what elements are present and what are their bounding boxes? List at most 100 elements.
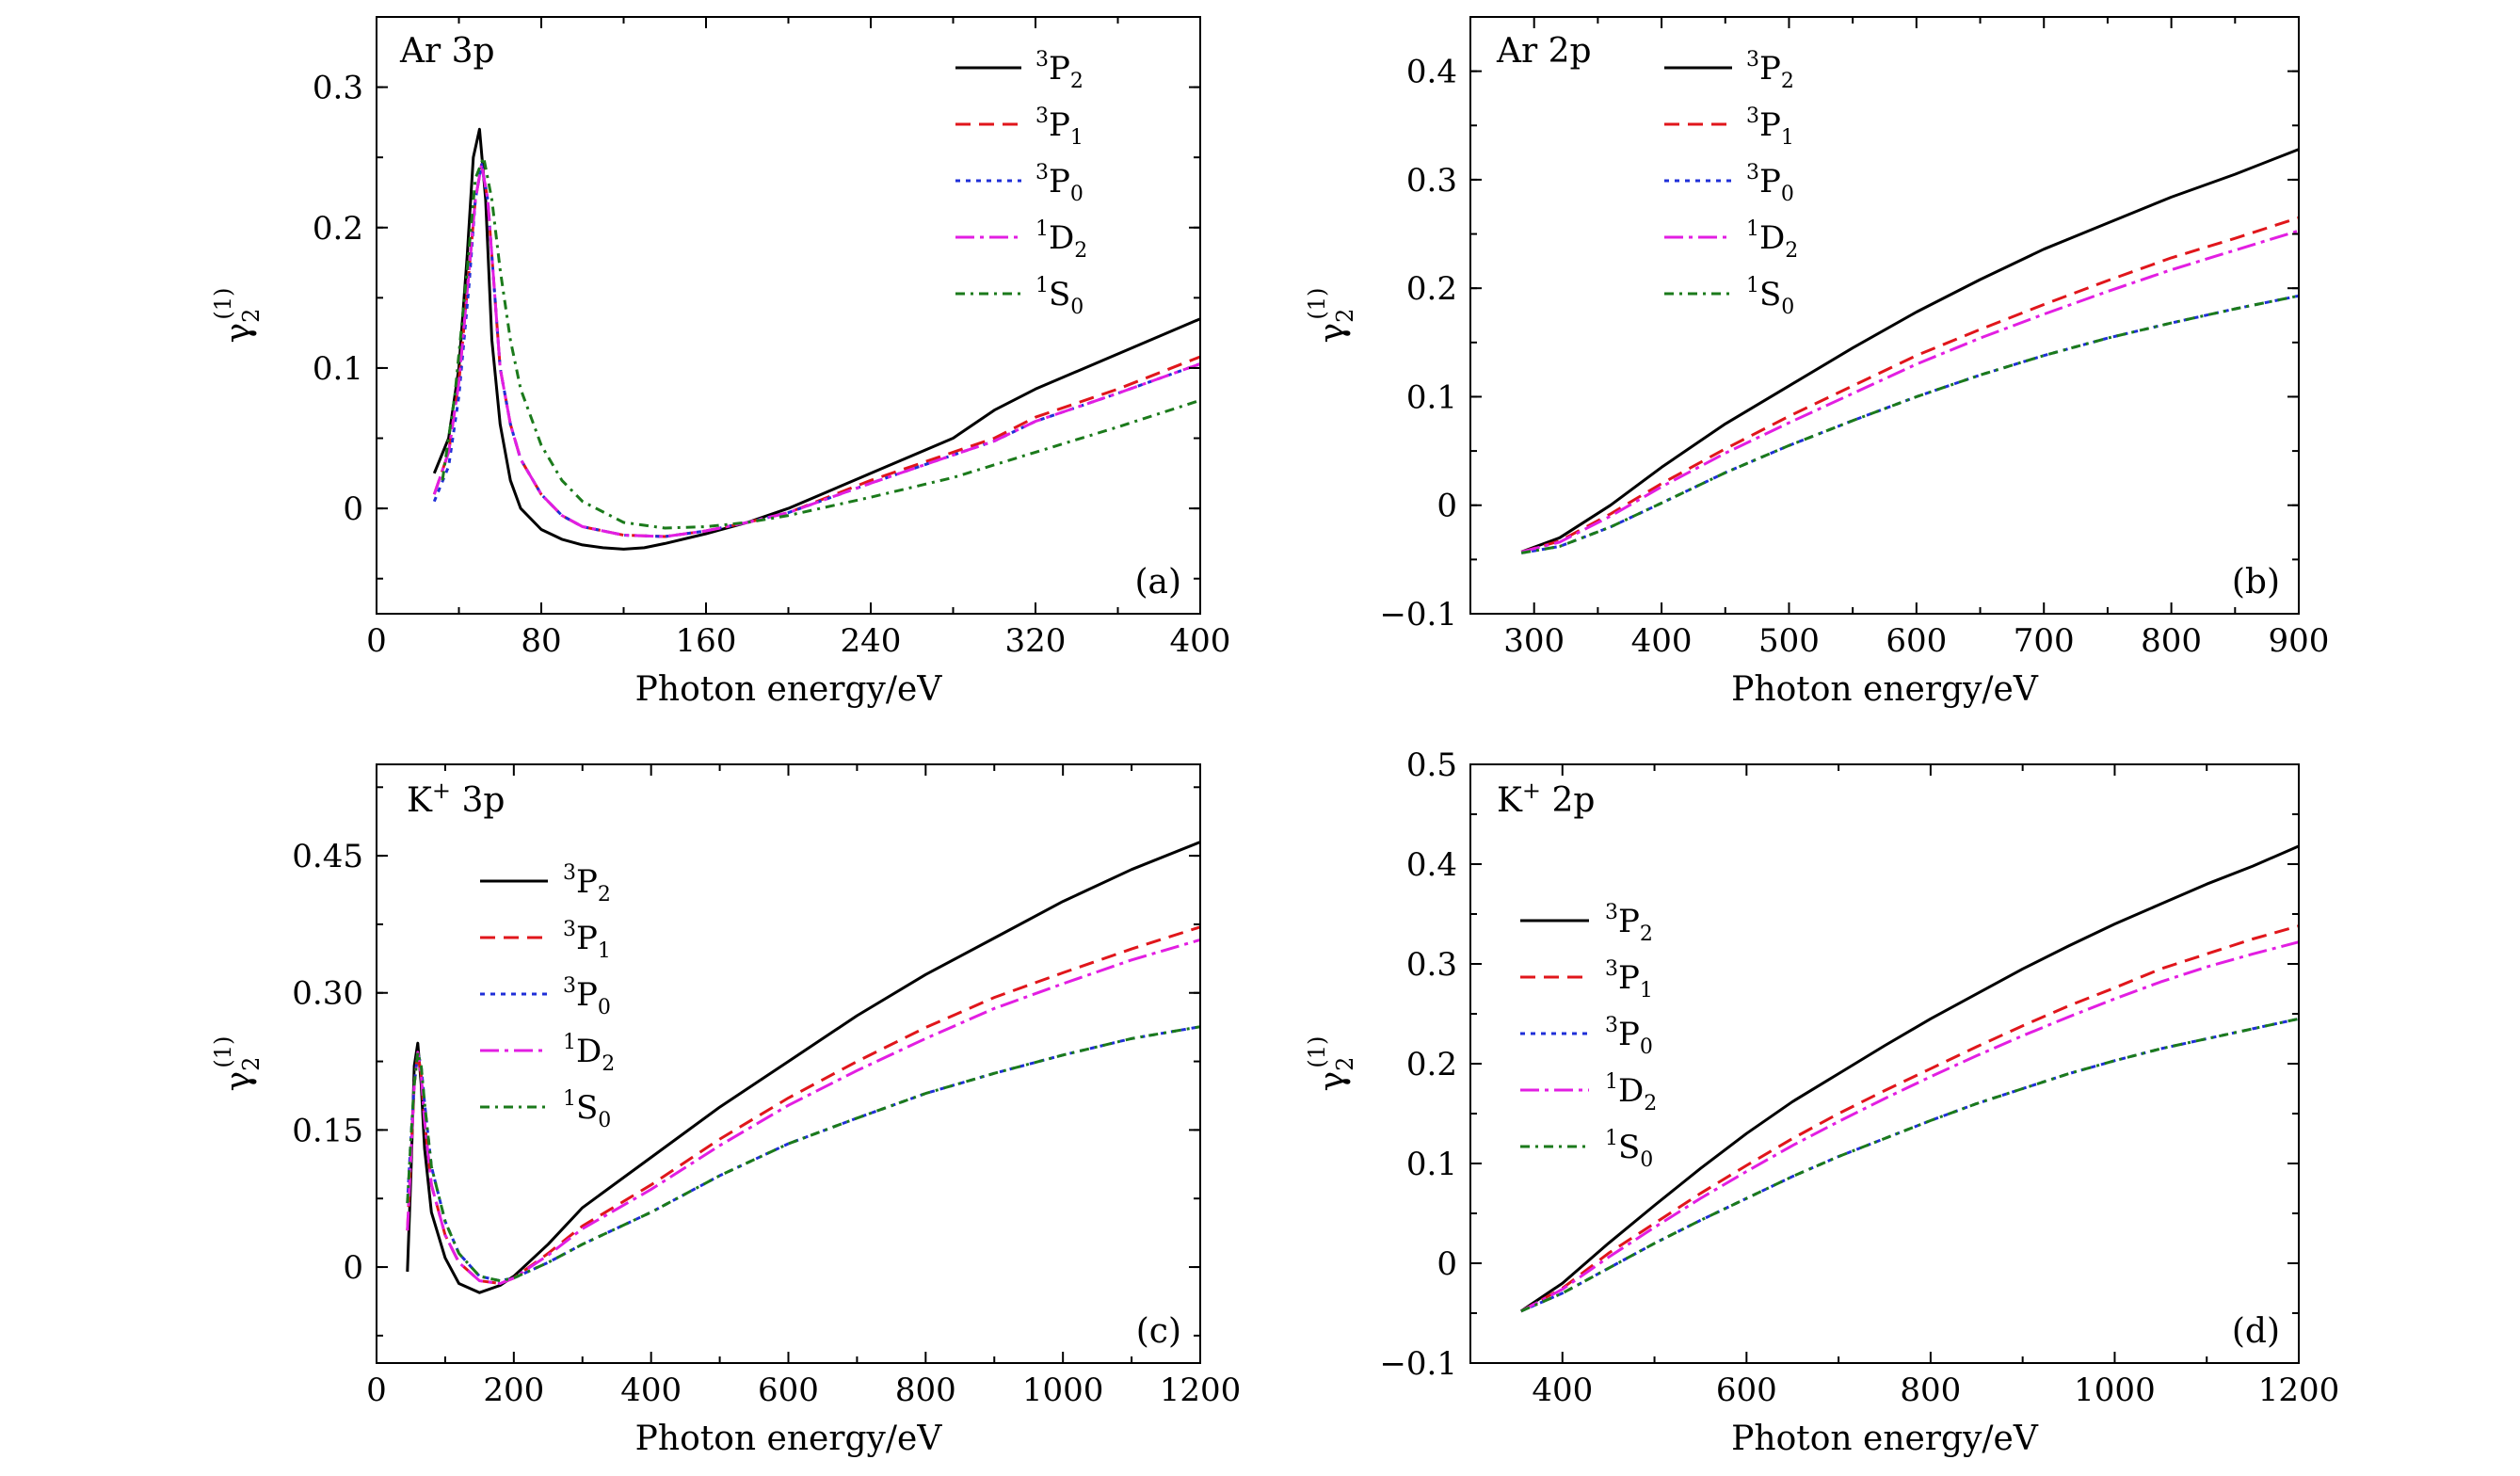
x-axis-label: Photon energy/eV — [635, 1420, 943, 1458]
series-line-3P1 — [406, 925, 1200, 1285]
series-group — [432, 127, 1200, 551]
legend: 3P2 3P1 3P0 1D2 1S0 — [480, 861, 615, 1132]
series-line-1D2 — [1520, 229, 2299, 554]
panel-d: 400 600 800 1000 1200 −0.1 0 0.1 0.2 0.3 0.4 0.5 Pho… — [1304, 746, 2339, 1458]
series-line-1S0 — [1520, 294, 2299, 554]
x-tick-label: 700 — [2014, 622, 2075, 660]
x-tick-label: 400 — [1532, 1372, 1593, 1409]
series-line-3P0 — [406, 1025, 1200, 1283]
plot-frame — [1469, 16, 2300, 615]
legend-label-1D2: 1D2 — [1746, 217, 1798, 263]
series-line-3P1 — [432, 163, 1200, 538]
legend-label-3P2: 3P2 — [1605, 901, 1653, 946]
y-tick-label: 0 — [343, 1249, 363, 1287]
x-tick-label: 0 — [366, 622, 387, 660]
x-tick-label: 300 — [1503, 622, 1565, 660]
x-axis-label: Photon energy/eV — [635, 670, 943, 709]
series-group — [1520, 148, 2299, 554]
y-tick-label: 0.1 — [313, 350, 363, 388]
x-tick-label: 160 — [676, 622, 737, 660]
y-axis-label: γ2(1) — [210, 288, 265, 344]
series-line-1D2 — [406, 938, 1200, 1285]
x-tick-label: 800 — [1900, 1372, 1961, 1409]
legend-label-3P0: 3P0 — [1035, 161, 1083, 206]
series-line-3P1 — [1520, 924, 2299, 1313]
legend-label-1D2: 1D2 — [1605, 1070, 1657, 1115]
y-tick-label: 0 — [1437, 1245, 1457, 1283]
x-tick-label: 400 — [620, 1372, 682, 1409]
legend-label-3P1: 3P1 — [1035, 104, 1083, 150]
x-tick-label: 1200 — [2258, 1372, 2340, 1409]
legend-label-1D2: 1D2 — [563, 1031, 615, 1076]
y-tick-label: 0.15 — [292, 1112, 363, 1149]
panel-c: 0 200 400 600 800 1000 1200 0 0.15 0.30 0.45 Photon… — [210, 763, 1242, 1458]
legend-label-3P0: 3P0 — [1746, 161, 1794, 206]
x-tick-label: 600 — [1886, 622, 1947, 660]
y-axis-label: γ2(1) — [1304, 1036, 1358, 1092]
legend-label-1S0: 1S0 — [1605, 1127, 1653, 1172]
x-tick-label: 1200 — [1160, 1372, 1242, 1409]
plot-frame — [1469, 763, 2300, 1364]
series-line-1S0 — [441, 155, 1200, 530]
x-tick-label: 500 — [1758, 622, 1820, 660]
y-tick-label: 0.4 — [1406, 54, 1457, 91]
x-tick-label: 1000 — [1022, 1372, 1104, 1409]
x-tick-label: 900 — [2269, 622, 2330, 660]
series-line-1S0 — [406, 1025, 1200, 1283]
legend-label-1D2: 1D2 — [1035, 217, 1087, 263]
y-tick-label: 0.3 — [1406, 946, 1457, 984]
legend-label-3P0: 3P0 — [563, 974, 611, 1019]
x-tick-label: 320 — [1005, 622, 1067, 660]
y-tick-label: 0.1 — [1406, 1146, 1457, 1183]
panel-letter: (a) — [1134, 563, 1181, 602]
x-tick-label: 1000 — [2074, 1372, 2156, 1409]
legend: 3P2 3P1 3P0 1D2 1S0 — [1664, 48, 1798, 319]
panel-letter: (d) — [2232, 1312, 2280, 1351]
series-line-1S0 — [1520, 1017, 2299, 1313]
x-tick-label: 800 — [895, 1372, 956, 1409]
y-tick-label: 0.3 — [313, 70, 363, 107]
y-tick-label: 0.2 — [1406, 270, 1457, 308]
panel-tag: K+ 2p — [1497, 778, 1595, 820]
y-tick-label: 0.5 — [1406, 746, 1457, 784]
x-axis-label: Photon energy/eV — [1731, 1420, 2039, 1458]
y-tick-label: −0.1 — [1379, 1345, 1457, 1383]
y-tick-label: 0.45 — [292, 838, 363, 875]
x-tick-label: 200 — [483, 1372, 544, 1409]
y-tick-label: 0.3 — [1406, 162, 1457, 200]
legend-label-1S0: 1S0 — [563, 1087, 611, 1132]
panel-tag: Ar 2p — [1496, 32, 1592, 71]
x-tick-label: 600 — [1716, 1372, 1777, 1409]
panel-tag: Ar 3p — [399, 32, 495, 71]
y-axis-label: γ2(1) — [210, 1036, 265, 1092]
series-line-3P1 — [1520, 216, 2299, 554]
legend-label-3P2: 3P2 — [563, 861, 611, 906]
x-tick-label: 800 — [2141, 622, 2202, 660]
x-tick-label: 240 — [841, 622, 902, 660]
x-tick-label: 400 — [1631, 622, 1693, 660]
panel-letter: (b) — [2232, 563, 2280, 602]
x-tick-label: 600 — [758, 1372, 819, 1409]
legend: 3P2 3P1 3P0 1D2 1S0 — [1520, 901, 1657, 1172]
panel-a: 0 80 160 240 320 400 0 0.1 0.2 0.3 Photon energy/e… — [210, 16, 1231, 709]
legend: 3P2 3P1 3P0 1D2 1S0 — [955, 48, 1087, 319]
legend-label-3P2: 3P2 — [1035, 48, 1083, 93]
series-group — [406, 841, 1200, 1294]
panel-letter: (c) — [1136, 1312, 1181, 1351]
y-tick-label: 0.30 — [292, 975, 363, 1013]
y-tick-label: −0.1 — [1379, 596, 1457, 634]
series-line-3P0 — [432, 163, 1200, 538]
y-tick-label: 0.1 — [1406, 378, 1457, 416]
panel-b: 300 400 500 600 700 800 900 −0.1 0 0.1 0.2 0.3 0.4 Ph… — [1304, 16, 2330, 709]
x-tick-label: 400 — [1170, 622, 1231, 660]
x-axis-label: Photon energy/eV — [1731, 670, 2039, 709]
y-axis-label: γ2(1) — [1304, 288, 1358, 344]
y-tick-label: 0 — [1437, 488, 1457, 525]
y-tick-label: 0.2 — [313, 210, 363, 248]
x-tick-label: 80 — [521, 622, 561, 660]
legend-label-3P1: 3P1 — [1605, 957, 1653, 1003]
legend-label-1S0: 1S0 — [1035, 274, 1083, 319]
series-group — [1519, 844, 2299, 1313]
series-line-3P2 — [1519, 844, 2299, 1313]
